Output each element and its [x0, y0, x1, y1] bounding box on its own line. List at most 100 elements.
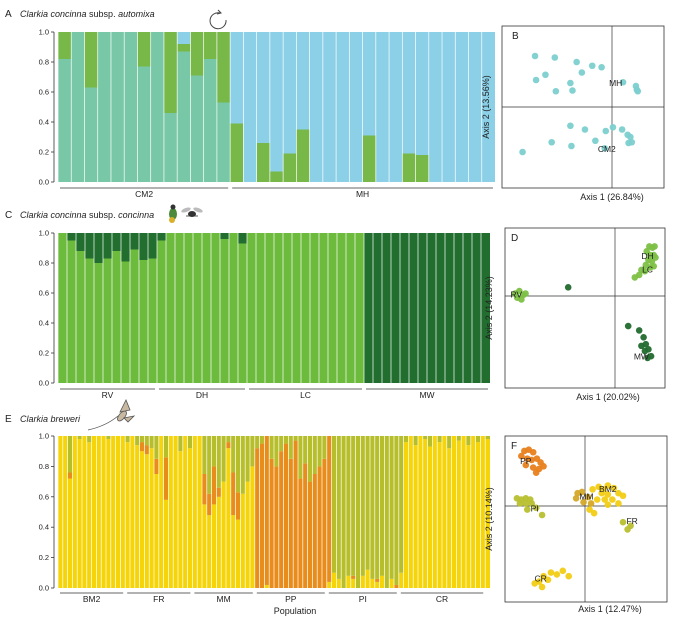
bar-segment-3	[144, 436, 150, 446]
data-point	[565, 572, 573, 580]
bar-segment-2	[264, 436, 270, 585]
individual-bar	[432, 436, 438, 588]
individual-bar	[102, 233, 112, 383]
individual-bar	[475, 436, 481, 588]
individual-bar	[190, 32, 204, 182]
individual-bar	[111, 233, 121, 383]
y-tick-label: 0.8	[39, 259, 49, 268]
bar-segment-2	[326, 436, 332, 582]
bar-segment-1	[229, 233, 238, 383]
bar-segment-3	[370, 436, 375, 579]
data-point	[532, 504, 540, 512]
bar-segment-1	[360, 575, 366, 588]
individual-bar	[388, 32, 403, 182]
bar-segment-1	[422, 439, 428, 588]
cluster-label: FR	[626, 516, 637, 526]
bar-segment-1	[137, 66, 151, 182]
bar-segment-2	[190, 32, 204, 76]
bar-segment-3	[77, 436, 82, 440]
bar-segment-1	[197, 436, 202, 588]
data-point	[651, 243, 658, 250]
bar-segment-3	[274, 436, 279, 467]
individual-bar	[174, 233, 184, 383]
bar-segment-1	[168, 436, 174, 588]
individual-bar	[291, 233, 301, 383]
x-axis-label: Axis 1 (20.02%)	[576, 392, 640, 402]
bar-segment-3	[309, 32, 323, 182]
bar-segment-1	[432, 436, 438, 588]
y-tick-label: 0.4	[39, 523, 49, 532]
data-point	[564, 284, 572, 291]
individual-bar	[120, 436, 126, 588]
individual-bar	[72, 436, 78, 588]
data-point	[609, 123, 617, 131]
bar-segment-1	[58, 233, 67, 383]
bar-segment-3	[149, 436, 154, 449]
bar-segment-1	[150, 32, 164, 182]
plot-frame	[504, 227, 666, 389]
y-axis-label: Axis 2 (14.23%)	[484, 276, 494, 340]
bar-segment-1	[220, 239, 229, 383]
bar-segment-2	[226, 442, 231, 449]
individual-bar	[309, 233, 319, 383]
individual-bar	[326, 436, 332, 588]
bar-segment-1	[58, 59, 72, 182]
bar-segment-3	[278, 436, 284, 452]
x-axis-label: Axis 1 (12.47%)	[578, 604, 642, 614]
bar-segment-1	[250, 466, 255, 588]
data-point	[609, 496, 616, 503]
bar-segment-1	[230, 515, 236, 588]
y-tick-label: 0.0	[39, 379, 49, 388]
bar-segment-1	[182, 436, 188, 588]
data-point	[548, 138, 555, 146]
bar-segment-2	[238, 233, 247, 244]
bar-segment-1	[149, 448, 154, 588]
data-point	[532, 76, 540, 84]
bar-segment-3	[402, 32, 416, 154]
title-species: Clarkia concinna	[20, 210, 87, 220]
individual-bar	[393, 436, 399, 588]
bar-segment-3	[67, 436, 73, 473]
x-axis-label: Axis 1 (26.84%)	[580, 192, 644, 202]
individual-bar	[168, 436, 174, 588]
individual-bar	[322, 32, 337, 182]
bar-segment-1	[76, 251, 85, 383]
chart-layer: A Clarkia concinna subsp. automixa 0.0 0.2 0…	[5, 9, 668, 616]
individual-bar	[348, 32, 363, 182]
individual-bar	[192, 436, 198, 588]
individual-bar	[230, 436, 236, 588]
bar-segment-1	[67, 478, 73, 588]
individual-bar	[388, 436, 394, 588]
bar-segment-1	[211, 233, 220, 383]
data-point	[625, 139, 632, 147]
bar-segment-3	[163, 436, 169, 458]
individual-bar	[255, 233, 265, 383]
data-point	[569, 87, 576, 94]
bar-segment-2	[382, 233, 391, 383]
bar-segment-3	[481, 32, 495, 182]
cluster-label: MM	[579, 492, 593, 502]
individual-bar	[259, 436, 265, 588]
bar-segment-1	[216, 102, 231, 182]
individual-bar	[312, 436, 318, 588]
individual-bar	[62, 436, 68, 588]
bar-segment-3	[336, 32, 350, 182]
bar-segment-2	[312, 474, 318, 588]
bar-segment-1	[274, 233, 283, 383]
bar-segment-1	[408, 436, 414, 588]
data-point	[572, 495, 580, 502]
individual-bar	[471, 233, 481, 383]
title-species: Clarkia concinna	[20, 9, 87, 19]
individual-bar	[216, 436, 222, 588]
bar-segment-1	[67, 240, 76, 383]
bar-segment-2	[418, 233, 427, 383]
bar-segment-2	[58, 32, 72, 59]
bar-segment-1	[71, 32, 85, 182]
bar-segment-3	[362, 32, 376, 136]
bar-segment-1	[110, 32, 125, 182]
bar-segment-1	[125, 442, 130, 588]
bar-segment-3	[413, 436, 418, 446]
y-tick-label: 1.0	[39, 432, 49, 441]
data-point	[604, 501, 612, 509]
bar-segment-1	[427, 446, 433, 588]
